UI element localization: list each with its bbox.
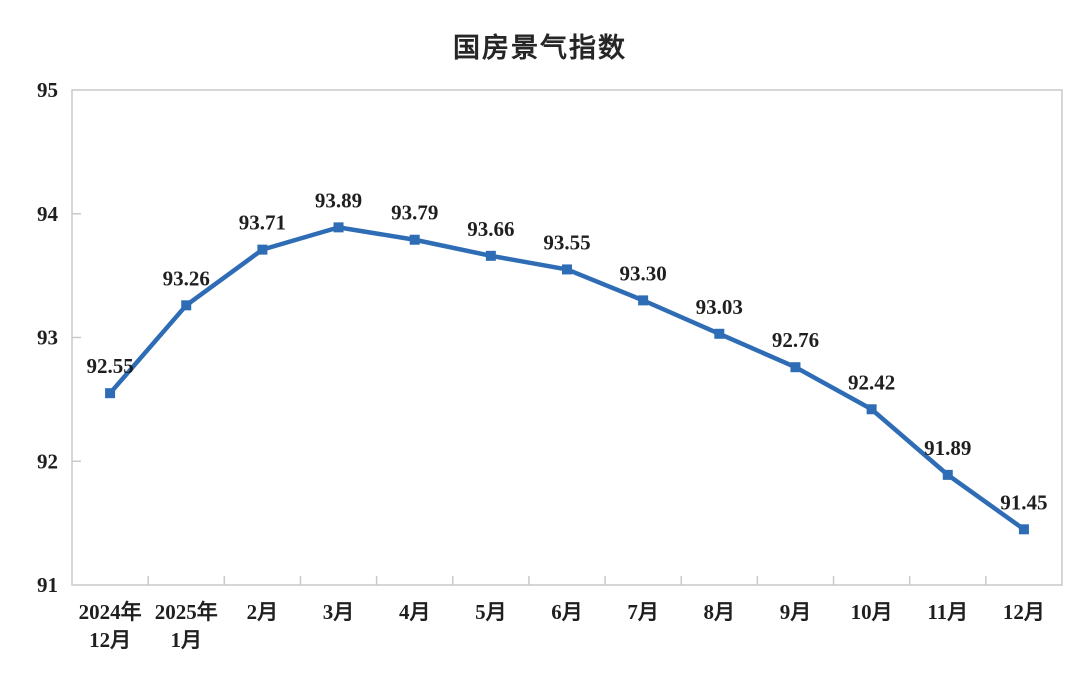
data-point-label: 93.79 — [391, 201, 438, 225]
y-axis-tick-label: 95 — [37, 78, 58, 102]
y-axis-tick-label: 93 — [37, 326, 58, 350]
data-point-label: 91.89 — [924, 436, 971, 460]
data-point-label: 93.03 — [696, 295, 743, 319]
data-point-label: 92.76 — [772, 328, 819, 352]
data-point-label: 93.55 — [543, 230, 590, 254]
plot-border — [71, 89, 1063, 586]
data-point-marker — [942, 469, 953, 480]
x-axis-label: 9月 — [780, 600, 812, 624]
x-axis-label: 2025年 1月 — [155, 600, 218, 652]
x-axis-label: 5月 — [475, 600, 507, 624]
x-axis-label: 8月 — [704, 600, 736, 624]
x-axis-label: 12月 — [1003, 600, 1045, 624]
data-point-label: 93.30 — [620, 261, 667, 285]
data-point-marker — [485, 250, 496, 261]
data-point-marker — [866, 404, 877, 415]
x-axis-label: 2月 — [247, 600, 279, 624]
data-point-label: 92.42 — [848, 370, 895, 394]
data-point-label: 93.26 — [163, 266, 210, 290]
y-axis-tick-label: 94 — [37, 202, 59, 226]
x-axis-label: 6月 — [551, 600, 583, 624]
y-axis-tick-label: 91 — [37, 573, 58, 597]
x-axis-label: 7月 — [627, 600, 659, 624]
data-point-label: 91.45 — [1000, 490, 1047, 514]
data-point-marker — [333, 222, 344, 233]
x-axis-label: 10月 — [851, 600, 893, 624]
data-point-marker — [181, 300, 192, 311]
data-point-marker — [638, 295, 649, 306]
data-point-label: 93.66 — [467, 217, 514, 241]
data-point-marker — [409, 234, 420, 245]
data-point-marker — [1018, 524, 1029, 535]
x-axis-label: 3月 — [323, 600, 355, 624]
data-point-marker — [105, 388, 116, 399]
data-point-marker — [257, 244, 268, 255]
data-point-marker — [790, 362, 801, 373]
data-point-label: 92.55 — [86, 354, 133, 378]
data-point-label: 93.71 — [239, 211, 286, 235]
chart-title: 国房景气指数 — [453, 33, 627, 64]
data-point-marker — [714, 328, 725, 339]
y-axis-tick-label: 92 — [37, 449, 58, 473]
data-point-marker — [562, 264, 572, 275]
data-point-label: 93.89 — [315, 188, 362, 212]
x-axis-label: 2024年 12月 — [79, 600, 142, 652]
x-axis-label: 11月 — [927, 600, 968, 624]
x-axis-label: 4月 — [399, 600, 431, 624]
